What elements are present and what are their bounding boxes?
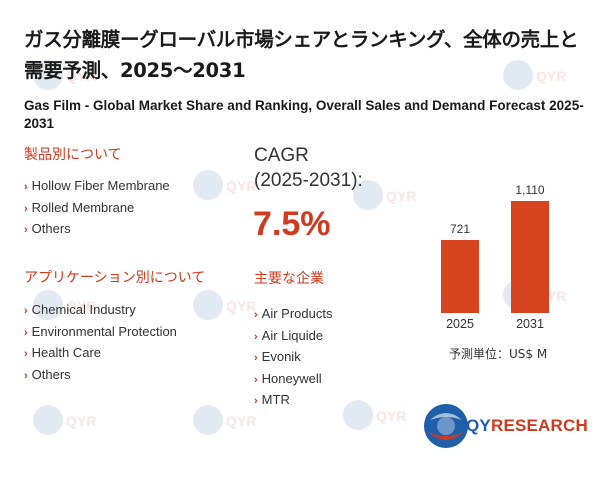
forecast-bar-chart: 721 2025 1,110 2031 — [420, 170, 580, 340]
unit-label: 予測単位：US$ M — [449, 347, 548, 361]
list-item-label: Evonik — [261, 349, 301, 364]
list-item: › Honeywell — [254, 368, 332, 390]
chart-category-label: 2031 — [516, 317, 544, 331]
chart-data-label: 721 — [449, 222, 471, 237]
cagr-label: CAGR (2025-2031): — [254, 143, 363, 193]
list-item: › MTR — [254, 389, 332, 411]
companies-list: › Air Products › Air Liquide › Evonik › Hone… — [254, 303, 332, 411]
list-item-label: Air Products — [261, 306, 333, 321]
list-item-label: Rolled Membrane — [31, 199, 135, 215]
list-item-label: Others — [31, 366, 71, 382]
watermark-logo: QYR — [343, 400, 406, 430]
list-item-label: MTR — [261, 392, 290, 407]
cagr-title: CAGR — [254, 145, 309, 166]
chevron-right-icon: › — [24, 326, 28, 339]
chart-category-label: 2025 — [446, 317, 474, 331]
list-item-label: Environmental Protection — [31, 323, 177, 339]
cagr-value: 7.5% — [253, 205, 331, 243]
chevron-right-icon: › — [24, 305, 28, 317]
list-item: › Air Products — [254, 303, 332, 325]
chart-bar — [441, 240, 479, 313]
list-item: › Hollow Fiber Membrane — [24, 175, 170, 197]
logo-wordmark: QYRESEARCH — [466, 416, 588, 436]
svg-text:QYR: QYR — [226, 298, 256, 314]
chart-bar — [511, 201, 549, 313]
chevron-right-icon: › — [254, 395, 258, 407]
page-title-en: Gas Film - Global Market Share and Ranki… — [24, 98, 584, 131]
chevron-right-icon: › — [24, 369, 28, 382]
svg-text:QYR: QYR — [66, 413, 96, 429]
chevron-right-icon: › — [24, 202, 28, 215]
list-item-label: Honeywell — [261, 370, 322, 386]
list-item: › Others — [24, 364, 177, 386]
list-item: › Evonik — [254, 346, 332, 368]
list-item: › Others — [24, 218, 170, 240]
list-item-label: Hollow Fiber Membrane — [31, 178, 170, 193]
product-list: › Hollow Fiber Membrane › Rolled Membrane … — [24, 175, 170, 240]
list-item-label: Chemical Industry — [31, 302, 136, 317]
chevron-right-icon: › — [254, 373, 258, 386]
logo-text-accent: RESEARCH — [490, 416, 588, 435]
product-section-heading: 製品別について — [24, 147, 122, 163]
cagr-period: (2025-2031): — [254, 170, 363, 191]
list-item: › Environmental Protection — [24, 321, 177, 343]
chevron-right-icon: › — [254, 330, 258, 343]
logo-text-main: QY — [466, 416, 491, 435]
list-item: › Air Liquide — [254, 325, 332, 347]
chevron-right-icon: › — [24, 348, 28, 360]
list-item-label: Health Care — [31, 345, 102, 360]
companies-heading: 主要な企業 — [254, 271, 324, 287]
watermark-logo: QYR — [33, 405, 96, 435]
list-item: › Chemical Industry — [24, 299, 177, 321]
chevron-right-icon: › — [24, 224, 28, 236]
list-item-label: Air Liquide — [261, 327, 324, 343]
svg-text:QYR: QYR — [226, 178, 256, 194]
application-section-heading: アプリケーション別について — [24, 270, 206, 286]
chevron-right-icon: › — [24, 181, 28, 193]
list-item-label: Others — [31, 221, 71, 236]
list-item: › Rolled Membrane — [24, 197, 170, 219]
page-title-jp: ガス分離膜ーグローバル市場シェアとランキング、全体の売上と需要予測、2025～2… — [24, 28, 579, 82]
svg-text:QYR: QYR — [376, 408, 406, 424]
qyresearch-logo — [424, 404, 468, 448]
svg-text:QYR: QYR — [386, 188, 416, 204]
chevron-right-icon: › — [254, 309, 258, 321]
chevron-right-icon: › — [254, 352, 258, 364]
list-item: › Health Care — [24, 342, 177, 364]
svg-text:QYR: QYR — [226, 413, 256, 429]
application-list: › Chemical Industry › Environmental Protec… — [24, 299, 177, 385]
chart-data-label: 1,110 — [515, 183, 545, 197]
